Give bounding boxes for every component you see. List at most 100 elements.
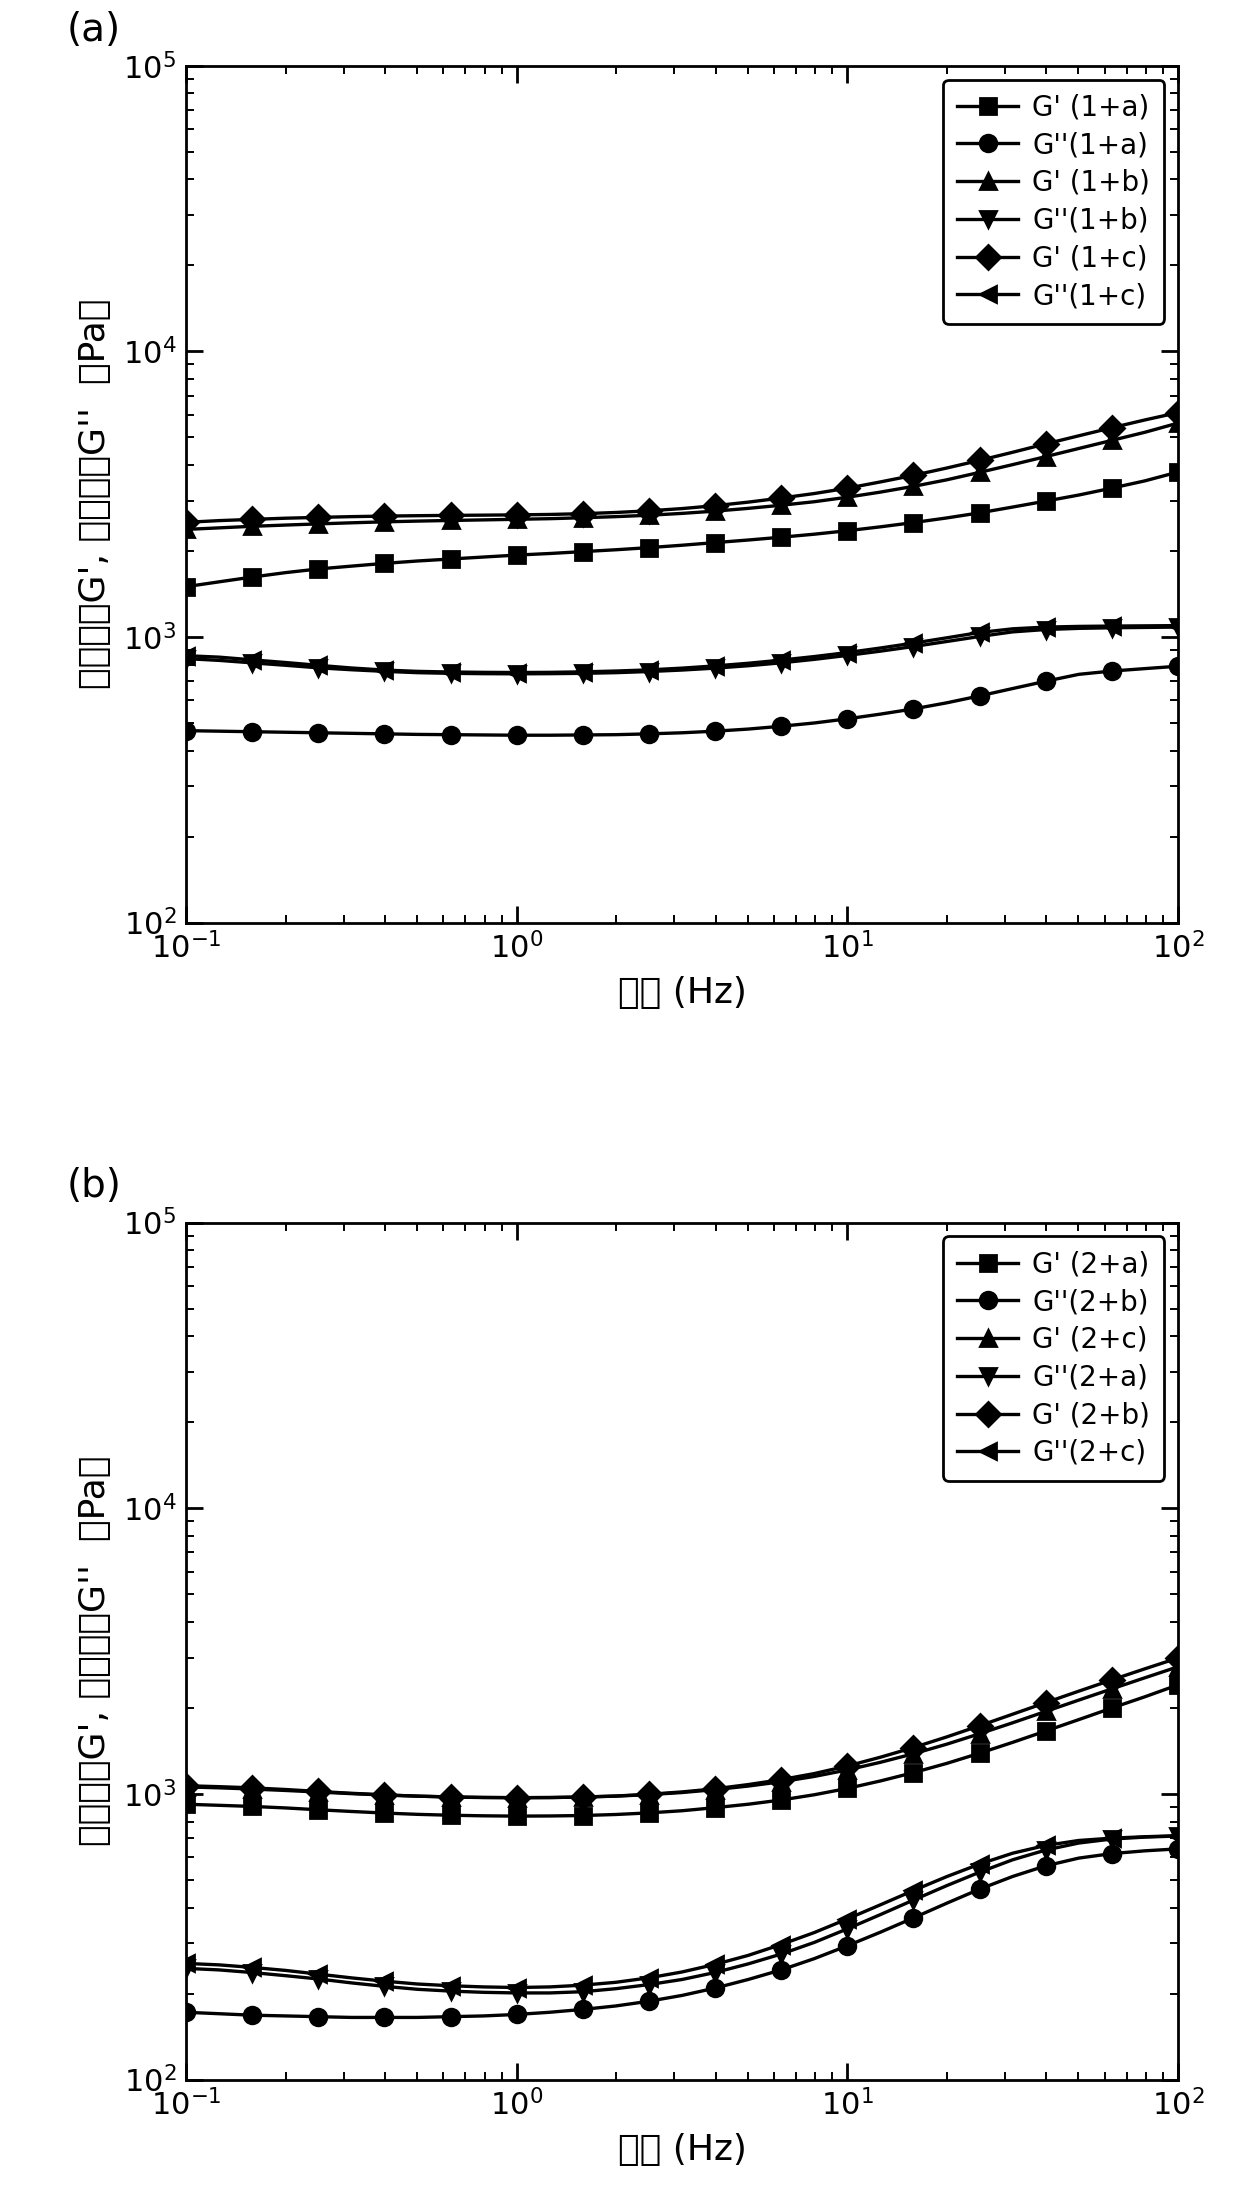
G' (1+a) [873, 514, 888, 541]
G' (2+c) [609, 1784, 624, 1810]
G' (1+b) [212, 514, 227, 541]
G' (1+c) [510, 501, 525, 528]
G''(2+a) [740, 1950, 755, 1977]
G''(2+b) [1105, 1841, 1120, 1867]
G' (2+a) [476, 1804, 491, 1830]
G''(2+b) [410, 2005, 425, 2031]
G''(1+b) [443, 661, 458, 687]
G''(2+a) [343, 1970, 358, 1996]
G''(2+b) [510, 2001, 525, 2027]
G''(1+a) [906, 696, 921, 722]
Line: G''(2+c): G''(2+c) [177, 1828, 1187, 1996]
G''(2+b) [609, 1992, 624, 2018]
G''(2+c) [179, 1950, 193, 1977]
G' (1+a) [311, 556, 326, 582]
G''(1+c) [575, 659, 590, 685]
G''(2+a) [906, 1887, 921, 1913]
G' (2+b) [343, 1780, 358, 1806]
G''(2+c) [244, 1955, 259, 1981]
G' (2+c) [476, 1784, 491, 1810]
G''(2+c) [510, 1974, 525, 2001]
G''(1+a) [708, 718, 723, 744]
G''(1+c) [1006, 615, 1021, 641]
G''(1+a) [377, 720, 392, 746]
G' (2+c) [311, 1780, 326, 1806]
G''(1+a) [1105, 659, 1120, 685]
G' (2+a) [1006, 1729, 1021, 1756]
G''(2+a) [1105, 1826, 1120, 1852]
G''(2+a) [675, 1966, 689, 1992]
Line: G' (1+c): G' (1+c) [177, 405, 1187, 530]
G' (2+a) [542, 1804, 557, 1830]
G' (2+c) [1105, 1677, 1120, 1703]
G' (2+c) [972, 1721, 987, 1747]
Line: G' (2+b): G' (2+b) [177, 1651, 1187, 1806]
G' (2+c) [510, 1784, 525, 1810]
G' (2+c) [839, 1758, 854, 1784]
G''(2+a) [939, 1872, 954, 1898]
G' (1+a) [906, 510, 921, 536]
G' (2+a) [708, 1795, 723, 1821]
G''(1+a) [542, 722, 557, 749]
G''(1+a) [244, 718, 259, 744]
G' (2+b) [906, 1734, 921, 1760]
G''(1+a) [641, 720, 656, 746]
G' (1+a) [774, 523, 789, 549]
G' (2+b) [311, 1777, 326, 1804]
G''(1+c) [708, 652, 723, 679]
Line: G''(1+a): G''(1+a) [177, 659, 1187, 744]
G' (2+b) [212, 1773, 227, 1799]
G''(1+c) [972, 619, 987, 646]
G''(1+a) [410, 720, 425, 746]
G''(1+c) [278, 650, 293, 676]
G''(1+c) [906, 630, 921, 657]
G''(1+b) [343, 657, 358, 683]
G''(1+b) [609, 659, 624, 685]
G' (1+b) [1137, 418, 1152, 444]
G''(2+b) [179, 1999, 193, 2025]
G' (2+c) [1006, 1710, 1021, 1736]
G' (2+b) [675, 1780, 689, 1806]
G''(1+c) [807, 644, 822, 670]
G''(2+b) [1137, 1839, 1152, 1865]
G' (1+a) [1137, 468, 1152, 495]
G' (2+b) [1006, 1701, 1021, 1727]
G' (2+a) [906, 1760, 921, 1786]
G' (1+c) [212, 508, 227, 534]
G''(2+a) [212, 1957, 227, 1983]
G' (2+c) [1137, 1664, 1152, 1690]
G' (1+b) [244, 512, 259, 538]
G''(1+a) [774, 714, 789, 740]
G' (2+c) [641, 1782, 656, 1808]
G''(2+b) [278, 2003, 293, 2029]
G' (2+a) [278, 1795, 293, 1821]
G' (1+c) [311, 503, 326, 530]
G' (2+a) [343, 1799, 358, 1826]
G''(2+a) [278, 1964, 293, 1990]
G' (2+b) [641, 1782, 656, 1808]
G' (2+c) [343, 1780, 358, 1806]
G' (2+c) [740, 1773, 755, 1799]
G' (1+c) [906, 462, 921, 488]
G''(1+a) [311, 720, 326, 746]
G''(1+b) [873, 637, 888, 663]
G' (2+b) [609, 1782, 624, 1808]
G' (2+a) [510, 1804, 525, 1830]
X-axis label: 频率 (Hz): 频率 (Hz) [618, 2132, 746, 2167]
G' (1+a) [575, 538, 590, 565]
G''(1+a) [510, 722, 525, 749]
G''(2+b) [1171, 1837, 1185, 1863]
Line: G''(2+b): G''(2+b) [177, 1841, 1187, 2025]
G' (1+a) [609, 536, 624, 563]
G''(2+c) [839, 1907, 854, 1933]
G''(2+b) [939, 1889, 954, 1915]
G''(1+b) [906, 633, 921, 659]
G' (2+b) [1137, 1655, 1152, 1681]
G' (2+c) [939, 1731, 954, 1758]
G' (1+b) [1038, 444, 1053, 471]
G''(2+c) [212, 1953, 227, 1979]
G' (1+a) [476, 543, 491, 569]
G''(1+b) [575, 661, 590, 687]
G''(1+c) [343, 655, 358, 681]
G' (1+a) [807, 521, 822, 547]
